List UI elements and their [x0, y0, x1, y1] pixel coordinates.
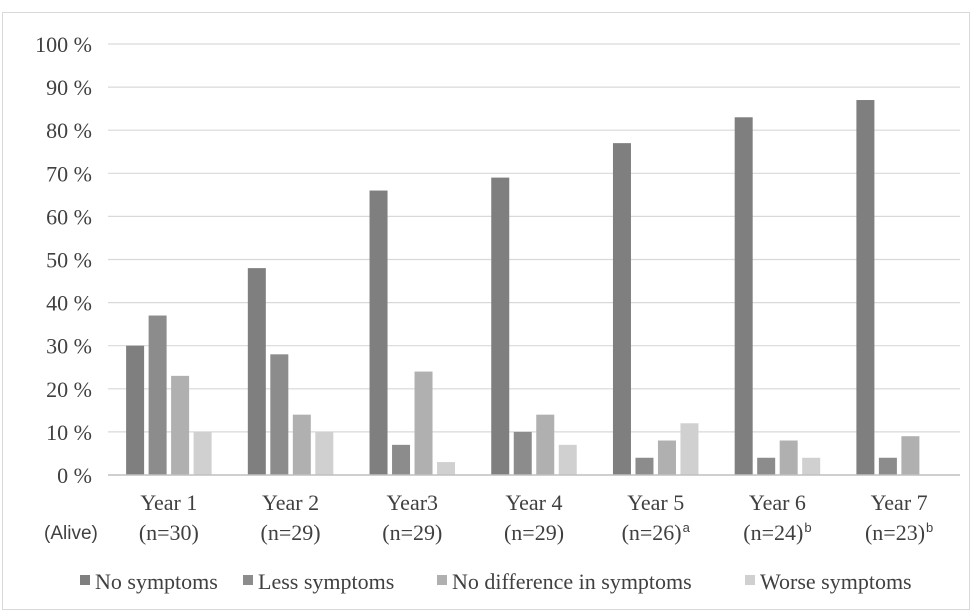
bar-less-symptoms-6 — [757, 457, 776, 475]
gridlines — [108, 43, 960, 433]
bar-no-difference-in-symptoms-6 — [779, 440, 798, 475]
n-count: (n=29) — [382, 520, 442, 545]
x-category-n: (n=24)b — [743, 520, 811, 545]
bar-no-difference-in-symptoms-2 — [292, 414, 311, 475]
footnote-marker: b — [804, 520, 811, 535]
bar-worse-symptoms-5 — [680, 423, 699, 475]
bar-no-difference-in-symptoms-1 — [171, 375, 190, 475]
x-category-label: Year 1 — [140, 490, 197, 515]
legend-swatch — [437, 575, 447, 585]
x-category-label: Year3 — [387, 490, 439, 515]
bar-no-symptoms-7 — [856, 100, 875, 475]
x-category-label: Year 5 — [627, 490, 684, 515]
n-count: (n=23) — [865, 520, 925, 545]
bar-no-symptoms-2 — [247, 268, 266, 475]
y-tick-label: 10 % — [46, 420, 92, 445]
bar-less-symptoms-7 — [878, 457, 897, 475]
y-tick-label: 90 % — [46, 75, 92, 100]
legend-label: No difference in symptoms — [452, 569, 692, 594]
legend-label: Less symptoms — [258, 569, 394, 594]
n-count: (n=26) — [622, 520, 682, 545]
bar-no-symptoms-6 — [734, 117, 753, 476]
bar-no-symptoms-1 — [126, 345, 145, 475]
y-tick-label: 80 % — [46, 118, 92, 143]
n-count: (n=30) — [139, 520, 199, 545]
chart-frame — [2, 12, 970, 610]
x-category-label: Year 7 — [871, 490, 928, 515]
legend-swatch — [80, 575, 90, 585]
x-category-n: (n=30) — [139, 520, 199, 545]
y-tick-label: 70 % — [46, 161, 92, 186]
footnote-marker: a — [683, 520, 691, 535]
y-tick-label: 40 % — [46, 291, 92, 316]
footnote-marker: b — [926, 520, 933, 535]
y-tick-label: 20 % — [46, 377, 92, 402]
x-category-label: Year 4 — [505, 490, 562, 515]
x-category-n: (n=26)a — [622, 520, 691, 545]
y-axis-ticks: 0 % 10 % 20 % 30 % 40 % 50 % 60 % 70 % 80 % 90 % 1… — [35, 32, 92, 488]
y-tick-label: 50 % — [46, 248, 92, 273]
x-category-label: Year 6 — [749, 490, 806, 515]
bar-worse-symptoms-2 — [315, 431, 334, 475]
x-category-label: Year 2 — [262, 490, 319, 515]
bar-no-difference-in-symptoms-5 — [657, 440, 676, 475]
x-axis-categories: Year 1 (n=30) Year 2 (n=29) Year3 (n=29) Year … — [139, 490, 933, 545]
alive-row-label: (Alive) — [44, 523, 98, 544]
x-category-n: (n=23)b — [865, 520, 933, 545]
n-count: (n=29) — [261, 520, 321, 545]
y-tick-label: 0 % — [57, 463, 92, 488]
bars — [126, 100, 920, 476]
x-category-n: (n=29) — [382, 520, 442, 545]
bar-less-symptoms-3 — [392, 444, 411, 475]
bar-no-symptoms-3 — [369, 190, 388, 476]
bar-less-symptoms-4 — [513, 431, 532, 475]
legend-swatch — [243, 575, 253, 585]
bar-no-difference-in-symptoms-3 — [414, 371, 433, 475]
x-category-n: (n=29) — [261, 520, 321, 545]
bar-no-difference-in-symptoms-7 — [901, 436, 920, 475]
bar-worse-symptoms-6 — [802, 457, 821, 475]
bar-less-symptoms-2 — [270, 354, 289, 475]
legend-label: No symptoms — [95, 569, 218, 594]
bar-less-symptoms-5 — [635, 457, 654, 475]
n-count: (n=24) — [743, 520, 803, 545]
y-tick-label: 30 % — [46, 334, 92, 359]
n-count: (n=29) — [504, 520, 564, 545]
bar-worse-symptoms-3 — [437, 462, 456, 475]
bar-worse-symptoms-1 — [193, 431, 212, 475]
legend: No symptoms Less symptoms No difference in… — [80, 569, 912, 594]
legend-label: Worse symptoms — [760, 569, 912, 594]
bar-no-symptoms-4 — [491, 177, 510, 476]
y-tick-label: 60 % — [46, 204, 92, 229]
bar-no-symptoms-5 — [612, 143, 631, 475]
bar-no-difference-in-symptoms-4 — [536, 414, 555, 475]
bar-less-symptoms-1 — [148, 315, 167, 475]
legend-swatch — [745, 575, 755, 585]
bar-worse-symptoms-4 — [558, 444, 577, 475]
y-tick-label: 100 % — [35, 32, 92, 57]
x-category-n: (n=29) — [504, 520, 564, 545]
